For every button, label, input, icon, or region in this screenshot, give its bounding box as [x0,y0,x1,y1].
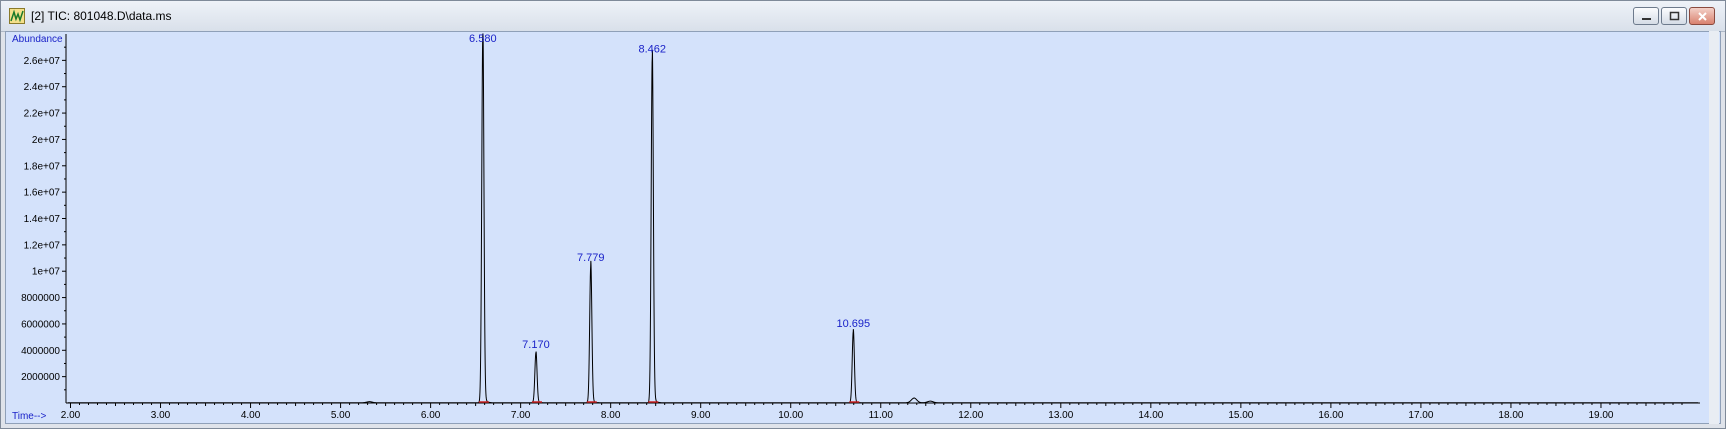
x-axis-title: Time--> [12,411,47,422]
maximize-button[interactable] [1661,7,1687,25]
peak-label: 10.695 [836,318,870,330]
y-tick-label: 2000000 [21,372,60,383]
x-tick-label: 16.00 [1318,410,1343,421]
y-tick-label: 1e+07 [32,267,61,278]
x-tick-label: 2.00 [61,410,81,421]
y-tick-label: 2e+07 [32,135,61,146]
x-tick-label: 11.00 [869,410,894,421]
x-tick-label: 19.00 [1588,410,1613,421]
tic-trace-line [67,33,1699,404]
tic-chromatogram-chart[interactable]: 2000000 4000000 6000000 8000000 1e+07 1.2e+07… [6,32,1720,423]
x-tick-label: 13.00 [1048,410,1073,421]
x-tick-label: 12.00 [958,410,983,421]
y-tick-label: 2.2e+07 [24,109,61,120]
window-titlebar[interactable]: [2] TIC: 801048.D\data.ms [1,1,1725,32]
x-tick-label: 15.00 [1228,410,1253,421]
vertical-scroll-gutter[interactable] [1709,31,1719,424]
y-tick-label: 2.4e+07 [24,82,61,93]
x-tick-label: 18.00 [1498,410,1523,421]
trace-layer [67,33,1699,404]
minimize-icon [1642,18,1651,20]
x-tick-label: 6.00 [421,410,441,421]
x-tick-label: 17.00 [1408,410,1433,421]
x-tick-label: 14.00 [1138,410,1163,421]
x-tick-label: 4.00 [241,410,261,421]
close-button[interactable] [1689,7,1715,25]
chart-area[interactable]: 2000000 4000000 6000000 8000000 1e+07 1.2e+07… [5,31,1721,424]
y-tick-label: 1.8e+07 [24,161,61,172]
maximize-icon [1669,11,1680,21]
peak-label: 7.779 [577,252,605,264]
labels-layer: 6.580 7.170 7.779 8.462 10.695 [469,33,870,403]
x-tick-label: 7.00 [511,410,531,421]
x-tick-label: 10.00 [778,410,803,421]
minimize-button[interactable] [1633,7,1659,25]
x-tick-label: 8.00 [601,410,621,421]
x-tick-label: 5.00 [331,410,351,421]
y-tick-label: 1.6e+07 [24,188,61,199]
close-icon [1698,12,1707,21]
y-tick-label: 6000000 [21,319,60,330]
window-title: [2] TIC: 801048.D\data.ms [31,9,172,23]
peak-label: 7.170 [522,339,550,351]
y-tick-label: 2.6e+07 [24,56,61,67]
y-tick-label: 1.2e+07 [24,240,61,251]
x-tick-label: 3.00 [151,410,171,421]
y-tick-label: 8000000 [21,293,60,304]
x-tick-label: 9.00 [691,410,711,421]
peak-label: 6.580 [469,33,497,45]
axes-layer: 2000000 4000000 6000000 8000000 1e+07 1.2e+07… [12,34,1700,422]
y-axis-title: Abundance [12,34,63,45]
y-tick-label: 4000000 [21,346,60,357]
peak-label: 8.462 [638,44,666,56]
y-tick-label: 1.4e+07 [24,214,61,225]
chromatogram-app-icon [9,8,25,24]
